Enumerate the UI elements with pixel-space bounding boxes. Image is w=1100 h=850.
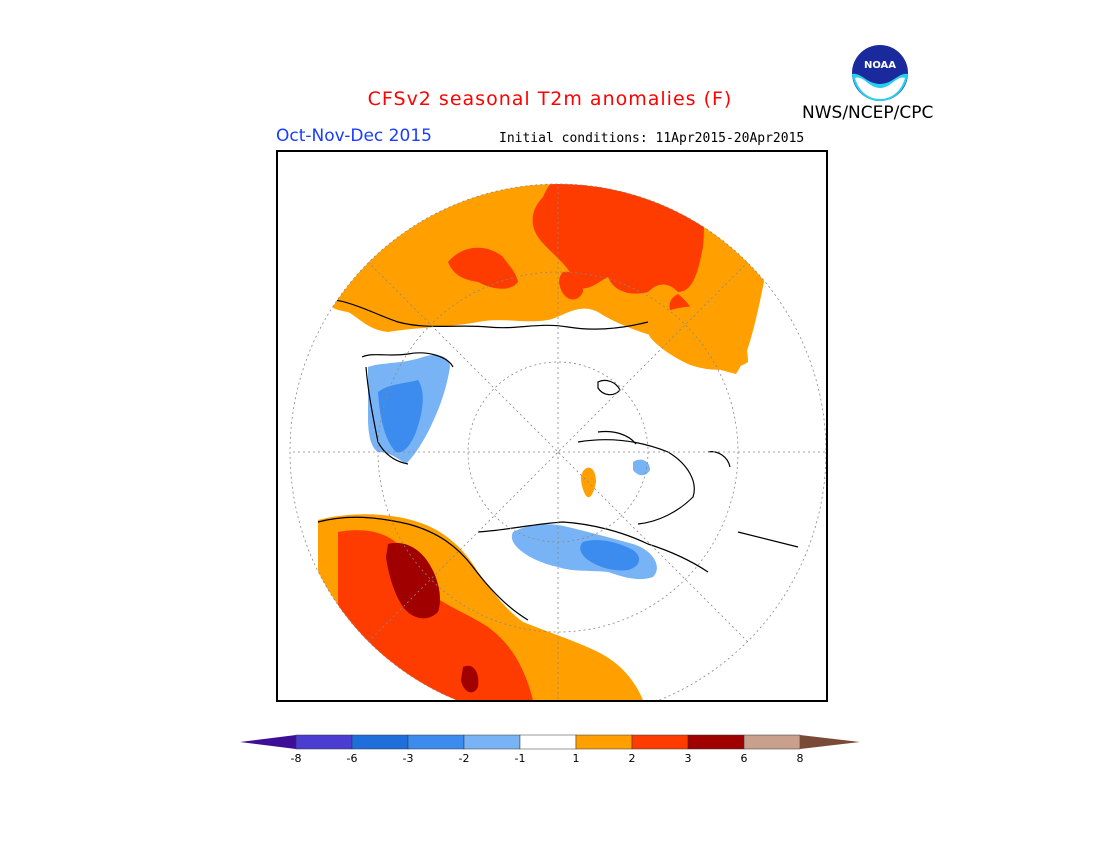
- north-america-warm-anomaly-2f: [338, 530, 533, 700]
- anomaly-colorbar: [240, 734, 860, 750]
- canada-cold-anomaly-neg2f: [580, 539, 640, 571]
- colorbar-label-neg8: -8: [290, 752, 302, 765]
- far-east-warm-2f: [316, 288, 333, 302]
- agency-label: NWS/NCEP/CPC: [802, 103, 934, 123]
- colorbar-seg-2-3: [631, 734, 689, 750]
- initial-conditions-label: Initial conditions: 11Apr2015-20Apr2015: [499, 131, 805, 146]
- colorbar-high-arrow: [800, 735, 860, 749]
- colorbar-seg-1-2: [575, 734, 633, 750]
- polar-map: [289, 183, 826, 700]
- colorbar-label-neg1: -1: [514, 752, 526, 765]
- colorbar-seg-neg6-neg3: [351, 734, 409, 750]
- colorbar-label-neg3: -3: [402, 752, 414, 765]
- baltic-warm-2f: [559, 271, 583, 300]
- colorbar-label-neg2: -2: [458, 752, 470, 765]
- season-label: Oct-Nov-Dec 2015: [276, 126, 432, 146]
- colorbar-seg-3-6: [687, 734, 745, 750]
- north-america-warm-anomaly-3f: [386, 542, 440, 619]
- noaa-logo-text: NOAA: [864, 60, 896, 71]
- colorbar-low-arrow: [240, 735, 296, 749]
- north-america-warm-anomaly-3f-b: [461, 665, 479, 693]
- map-frame: [276, 150, 828, 702]
- colorbar-seg-neg3-neg2: [407, 734, 465, 750]
- noaa-logo: NOAA: [849, 42, 911, 104]
- colorbar-label-1: 1: [572, 752, 580, 765]
- siberia-warm-anomaly-2f: [448, 247, 518, 289]
- colorbar-label-8: 8: [796, 752, 804, 765]
- colorbar-label-neg6: -6: [346, 752, 358, 765]
- coastlines: [307, 298, 799, 621]
- map-title: CFSv2 seasonal T2m anomalies (F): [367, 88, 733, 110]
- colorbar-seg-neg8-neg6: [295, 734, 353, 750]
- western-europe-warm-1f: [647, 306, 748, 370]
- colorbar-label-6: 6: [740, 752, 748, 765]
- siberia-cold-anomaly-neg2f: [378, 380, 423, 453]
- colorbar-label-3: 3: [684, 752, 692, 765]
- colorbar-seg-neg1-1: [519, 734, 577, 750]
- colorbar-seg-neg2-neg1: [463, 734, 521, 750]
- colorbar-seg-6-8: [743, 734, 801, 750]
- colorbar-label-2: 2: [628, 752, 636, 765]
- greenland-cold-patch: [633, 459, 650, 476]
- graticule: [290, 184, 826, 700]
